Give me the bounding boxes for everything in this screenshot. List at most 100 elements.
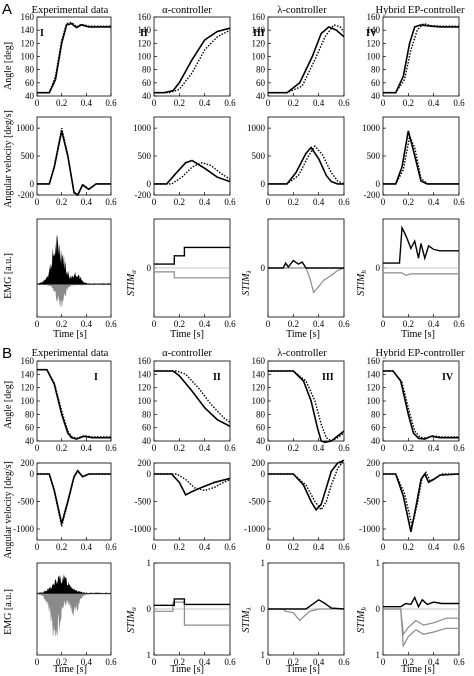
y-tick-label: 200	[252, 458, 266, 468]
stim-b-alpha-main: STIM	[126, 610, 137, 633]
y-tick-label: 0	[147, 263, 152, 273]
x-tick-label: 0	[381, 657, 386, 667]
x-tick-label: 0	[35, 197, 40, 207]
stim-label-b-hybrid: STIMh	[356, 607, 368, 633]
y-tick-label: 100	[138, 52, 152, 62]
stim-extensor-2-line	[383, 608, 459, 648]
col-title-a-alpha: α-controller	[162, 5, 212, 16]
y-tick-label: 0	[376, 263, 381, 273]
y-tick-label: 500	[252, 151, 266, 161]
axes-a-emg-stim-4: 0 0.2 0.4 0.6 0	[376, 218, 465, 329]
plot-frame	[382, 16, 460, 97]
xlabel-b-4: Time [s]	[401, 664, 435, 675]
y-tick-label: -500	[364, 497, 381, 507]
y-tick-label: 60	[371, 78, 381, 88]
model-solid-line	[37, 22, 111, 94]
x-tick-label: 0.4	[428, 197, 440, 207]
y-tick-label: -500	[18, 497, 35, 507]
y-tick-label: 160	[138, 356, 152, 366]
y-tick-label: 40	[256, 91, 266, 101]
x-tick-label: 0.2	[174, 657, 185, 667]
y-tick-label: 0	[261, 604, 266, 614]
experiment-dotted-line	[37, 21, 111, 94]
axes-a-angle-3: 0 0.2 0.4 0.6 40 60 80 100 120 140 160	[252, 12, 351, 108]
y-tick-label: 120	[367, 383, 381, 393]
x-tick-label: 0	[381, 98, 386, 108]
x-tick-label: 0.6	[105, 443, 117, 453]
x-tick-label: 0.2	[56, 197, 67, 207]
y-tick-label: 100	[367, 52, 381, 62]
x-tick-label: 0.4	[199, 98, 211, 108]
y-tick-label: 120	[138, 38, 152, 48]
y-tick-label: 1	[147, 558, 152, 568]
model-solid-line	[154, 370, 231, 428]
stim-extensor-line	[154, 271, 230, 279]
x-tick-label: 0.6	[453, 197, 465, 207]
y-tick-label: 0	[261, 179, 266, 189]
col-title-b-lambda: λ-controller	[277, 348, 327, 359]
y-tick-label: -200	[135, 190, 152, 200]
y-tick-label: 0	[261, 263, 266, 273]
stim-flexor-line	[154, 246, 230, 265]
x-tick-label: 0	[381, 319, 386, 329]
x-tick-label: 0.4	[313, 98, 325, 108]
x-tick-label: 0.2	[56, 657, 67, 667]
y-tick-label: 40	[371, 436, 381, 446]
stim-extensor-line	[154, 601, 230, 626]
y-tick-label: 120	[138, 383, 152, 393]
xlabel-a-1: Time [s]	[53, 329, 87, 340]
x-tick-label: 0.4	[428, 657, 440, 667]
model-solid-line	[383, 472, 460, 532]
xlabel-b-3: Time [s]	[286, 664, 320, 675]
x-tick-label: 0.4	[428, 443, 440, 453]
x-tick-label: 0.6	[105, 319, 117, 329]
experiment-dotted-line	[268, 144, 345, 185]
y-tick-label: -1000	[244, 524, 265, 534]
stim-b-hybrid-sub: h	[360, 607, 368, 611]
y-tick-label: 1	[376, 558, 381, 568]
y-tick-label: 1000	[362, 123, 381, 133]
roman-b-2: II	[213, 372, 221, 383]
x-tick-label: 0.2	[56, 98, 67, 108]
axes-b-angle-1: 0 0.2 0.4 0.6 40 60 80 100 120 140 160	[21, 356, 118, 453]
y-tick-label: 160	[21, 12, 35, 22]
plot-frame	[36, 16, 112, 97]
x-tick-label: 0	[266, 657, 271, 667]
roman-b-3: III	[322, 372, 334, 383]
x-tick-label: 0.4	[81, 542, 93, 552]
x-tick-label: 0	[152, 657, 157, 667]
y-tick-label: 120	[21, 38, 35, 48]
panel-label-a: A	[2, 1, 12, 18]
x-tick-label: 0.4	[81, 98, 93, 108]
x-tick-label: 0.6	[338, 197, 350, 207]
ylabel-a-velocity: Angular velocity [deg/s]	[3, 110, 14, 208]
x-tick-label: 0	[266, 443, 271, 453]
stim-label-b-alpha: STIMα	[126, 607, 138, 633]
x-tick-label: 0.4	[313, 443, 325, 453]
emg-extensor-area	[37, 593, 111, 638]
y-tick-label: 60	[142, 78, 152, 88]
model-solid-line	[154, 159, 231, 185]
y-tick-label: 80	[142, 65, 152, 75]
stim-flexor-line	[383, 595, 459, 609]
experiment-dotted-line	[383, 134, 459, 185]
y-tick-label: 60	[371, 423, 381, 433]
y-tick-label: 0	[147, 179, 152, 189]
y-tick-label: 160	[21, 356, 35, 366]
col-title-b-alpha: α-controller	[162, 348, 212, 359]
y-tick-label: -500	[249, 497, 266, 507]
experiment-dotted-line	[154, 370, 231, 423]
y-tick-label: 100	[252, 396, 266, 406]
model-solid-line	[268, 459, 345, 512]
x-tick-label: 0.6	[224, 98, 236, 108]
x-tick-label: 0	[35, 319, 40, 329]
y-tick-label: 140	[21, 369, 35, 379]
model-solid-line	[383, 130, 459, 185]
y-tick-label: -200	[18, 190, 35, 200]
